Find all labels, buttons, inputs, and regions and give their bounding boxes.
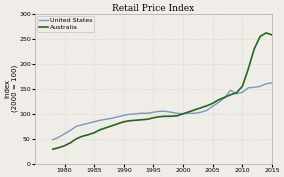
United States	[205, 109, 208, 111]
United States	[187, 112, 191, 114]
United States	[116, 116, 120, 118]
United States	[122, 114, 126, 116]
Line: Australia: Australia	[53, 33, 272, 149]
United States	[128, 113, 131, 115]
Australia	[116, 123, 120, 125]
Australia	[223, 96, 226, 98]
United States	[146, 112, 149, 114]
United States	[140, 112, 143, 114]
United States	[223, 97, 226, 99]
Title: Retail Price Index: Retail Price Index	[112, 4, 195, 13]
Australia	[140, 119, 143, 121]
Australia	[134, 119, 137, 121]
Australia	[264, 32, 268, 34]
Australia	[87, 134, 90, 136]
Australia	[205, 105, 208, 107]
United States	[170, 111, 173, 113]
Line: United States: United States	[53, 83, 272, 140]
United States	[93, 121, 96, 123]
United States	[264, 83, 268, 85]
United States	[81, 124, 84, 126]
United States	[181, 113, 185, 115]
Australia	[193, 109, 197, 111]
Australia	[241, 85, 244, 87]
United States	[211, 105, 214, 107]
United States	[158, 110, 161, 112]
Australia	[128, 120, 131, 122]
Australia	[57, 147, 60, 149]
Australia	[181, 113, 185, 115]
United States	[51, 139, 55, 141]
Australia	[146, 118, 149, 120]
Australia	[110, 125, 114, 127]
Australia	[176, 115, 179, 117]
United States	[63, 133, 66, 135]
Australia	[99, 129, 102, 131]
Y-axis label: Index
(2000 = 100): Index (2000 = 100)	[4, 65, 18, 112]
Australia	[164, 115, 167, 117]
Australia	[252, 48, 256, 50]
United States	[217, 101, 220, 103]
Australia	[122, 121, 126, 123]
Australia	[217, 99, 220, 101]
United States	[110, 117, 114, 119]
United States	[57, 136, 60, 138]
United States	[270, 82, 274, 84]
Australia	[51, 148, 55, 150]
Australia	[247, 68, 250, 70]
Australia	[63, 145, 66, 147]
Australia	[75, 138, 78, 140]
United States	[164, 110, 167, 112]
Australia	[81, 135, 84, 137]
Australia	[170, 115, 173, 117]
United States	[235, 93, 238, 95]
Australia	[152, 117, 155, 119]
United States	[99, 119, 102, 121]
Legend: United States, Australia: United States, Australia	[37, 16, 94, 32]
Australia	[199, 107, 202, 109]
United States	[75, 125, 78, 127]
United States	[241, 91, 244, 93]
Australia	[211, 102, 214, 104]
Australia	[229, 94, 232, 96]
Australia	[93, 132, 96, 134]
Australia	[270, 34, 274, 36]
Australia	[158, 116, 161, 118]
United States	[105, 118, 108, 120]
Australia	[69, 142, 72, 144]
Australia	[235, 92, 238, 94]
United States	[193, 112, 197, 114]
United States	[229, 89, 232, 91]
United States	[199, 111, 202, 113]
Australia	[258, 35, 262, 38]
United States	[258, 85, 262, 87]
United States	[134, 113, 137, 115]
United States	[247, 87, 250, 89]
Australia	[187, 111, 191, 113]
United States	[252, 86, 256, 88]
United States	[152, 111, 155, 113]
United States	[69, 129, 72, 131]
United States	[87, 122, 90, 124]
United States	[176, 112, 179, 114]
Australia	[105, 127, 108, 129]
